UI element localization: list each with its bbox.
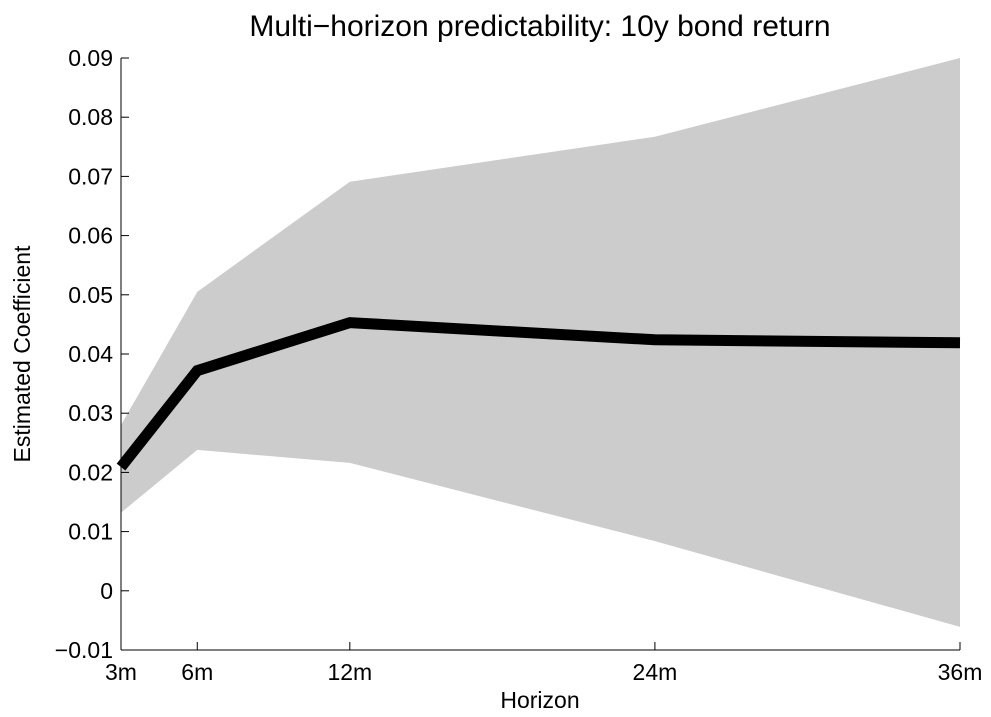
- y-tick-label: −0.01: [55, 637, 113, 663]
- x-tick-label: 24m: [633, 659, 678, 685]
- x-axis-label: Horizon: [500, 687, 579, 713]
- y-tick-label: 0.02: [68, 459, 113, 485]
- x-tick-label: 3m: [105, 659, 137, 685]
- y-axis-label: Estimated Coefficient: [9, 245, 35, 463]
- x-tick-label: 36m: [938, 659, 983, 685]
- chart-title: Multi−horizon predictability: 10y bond r…: [249, 10, 830, 43]
- y-tick-label: 0.07: [68, 163, 113, 189]
- y-tick-label: 0.04: [68, 341, 113, 367]
- y-tick-label: 0.09: [68, 45, 113, 71]
- estimate-line: [116, 317, 961, 471]
- y-tick-label: 0.01: [68, 519, 113, 545]
- y-tick-label: 0.06: [68, 223, 113, 249]
- y-tick-label: 0.05: [68, 282, 113, 308]
- y-tick-label: 0.08: [68, 104, 113, 130]
- y-tick-label: 0.03: [68, 400, 113, 426]
- confidence-band: [121, 58, 960, 627]
- y-tick-label: 0: [100, 578, 113, 604]
- x-tick-label: 12m: [327, 659, 372, 685]
- x-tick-label: 6m: [181, 659, 213, 685]
